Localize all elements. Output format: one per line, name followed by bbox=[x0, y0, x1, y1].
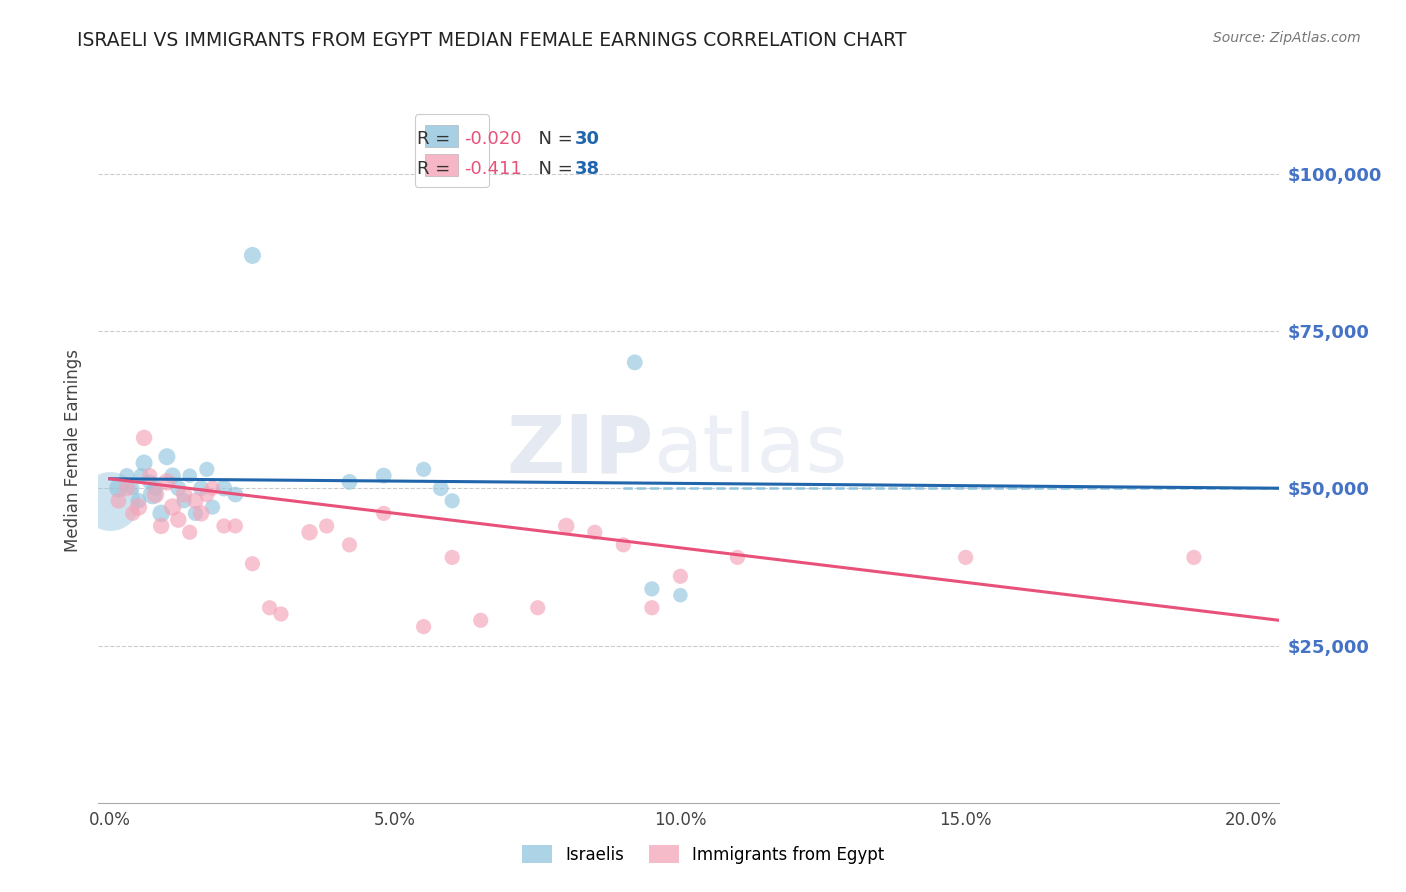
Point bbox=[315, 519, 337, 533]
Point bbox=[955, 550, 977, 565]
Point bbox=[373, 468, 395, 483]
Y-axis label: Median Female Earnings: Median Female Earnings bbox=[63, 349, 82, 552]
Point bbox=[127, 500, 149, 514]
Point bbox=[150, 519, 173, 533]
Point bbox=[142, 487, 165, 501]
Point bbox=[641, 582, 664, 596]
Point bbox=[129, 468, 152, 483]
Point bbox=[98, 493, 121, 508]
Point bbox=[127, 493, 149, 508]
Point bbox=[107, 493, 129, 508]
Point bbox=[669, 588, 692, 602]
Point bbox=[179, 525, 201, 540]
Point bbox=[1182, 550, 1205, 565]
Point bbox=[298, 525, 321, 540]
Point bbox=[107, 481, 129, 495]
Point bbox=[441, 550, 464, 565]
Point bbox=[132, 456, 155, 470]
Text: R =: R = bbox=[418, 130, 457, 148]
Point bbox=[173, 493, 195, 508]
Point bbox=[429, 481, 451, 495]
Point bbox=[150, 507, 173, 521]
Point bbox=[725, 550, 748, 565]
Point bbox=[195, 487, 218, 501]
Point bbox=[121, 481, 143, 495]
Text: ISRAELI VS IMMIGRANTS FROM EGYPT MEDIAN FEMALE EARNINGS CORRELATION CHART: ISRAELI VS IMMIGRANTS FROM EGYPT MEDIAN … bbox=[77, 31, 907, 50]
Point bbox=[669, 569, 692, 583]
Point bbox=[339, 475, 361, 489]
Text: ZIP: ZIP bbox=[506, 411, 654, 490]
Point bbox=[145, 487, 167, 501]
Point bbox=[412, 462, 434, 476]
Point bbox=[115, 468, 138, 483]
Point bbox=[145, 481, 167, 495]
Point bbox=[224, 487, 246, 501]
Point bbox=[339, 538, 361, 552]
Point bbox=[121, 507, 143, 521]
Point bbox=[139, 468, 162, 483]
Point bbox=[212, 519, 235, 533]
Text: -0.020: -0.020 bbox=[464, 130, 522, 148]
Point bbox=[242, 248, 264, 262]
Text: Source: ZipAtlas.com: Source: ZipAtlas.com bbox=[1213, 31, 1361, 45]
Point bbox=[173, 487, 195, 501]
Point bbox=[201, 481, 224, 495]
Point bbox=[115, 481, 138, 495]
Point bbox=[555, 519, 578, 533]
Point bbox=[412, 619, 434, 633]
Point bbox=[162, 468, 184, 483]
Point bbox=[190, 481, 212, 495]
Point bbox=[526, 600, 548, 615]
Point bbox=[167, 481, 190, 495]
Point bbox=[156, 475, 179, 489]
Point bbox=[270, 607, 292, 621]
Legend:  ,  : , bbox=[415, 114, 489, 187]
Point bbox=[184, 493, 207, 508]
Text: R =: R = bbox=[418, 160, 463, 178]
Text: 38: 38 bbox=[575, 160, 599, 178]
Point bbox=[470, 613, 492, 627]
Point bbox=[201, 500, 224, 514]
Point bbox=[184, 507, 207, 521]
Text: -0.411: -0.411 bbox=[464, 160, 522, 178]
Point bbox=[224, 519, 246, 533]
Point bbox=[162, 500, 184, 514]
Point bbox=[373, 507, 395, 521]
Text: N =: N = bbox=[527, 130, 579, 148]
Legend: Israelis, Immigrants from Egypt: Israelis, Immigrants from Egypt bbox=[515, 838, 891, 871]
Text: N =: N = bbox=[527, 160, 579, 178]
Point bbox=[132, 431, 155, 445]
Text: 30: 30 bbox=[575, 130, 599, 148]
Point bbox=[641, 600, 664, 615]
Point bbox=[190, 507, 212, 521]
Point bbox=[195, 462, 218, 476]
Point bbox=[583, 525, 606, 540]
Point bbox=[441, 493, 464, 508]
Point bbox=[156, 450, 179, 464]
Point bbox=[179, 468, 201, 483]
Point bbox=[167, 513, 190, 527]
Point bbox=[259, 600, 281, 615]
Point bbox=[612, 538, 634, 552]
Point bbox=[623, 355, 645, 369]
Point bbox=[139, 475, 162, 489]
Point bbox=[242, 557, 264, 571]
Text: atlas: atlas bbox=[654, 411, 848, 490]
Point bbox=[212, 481, 235, 495]
